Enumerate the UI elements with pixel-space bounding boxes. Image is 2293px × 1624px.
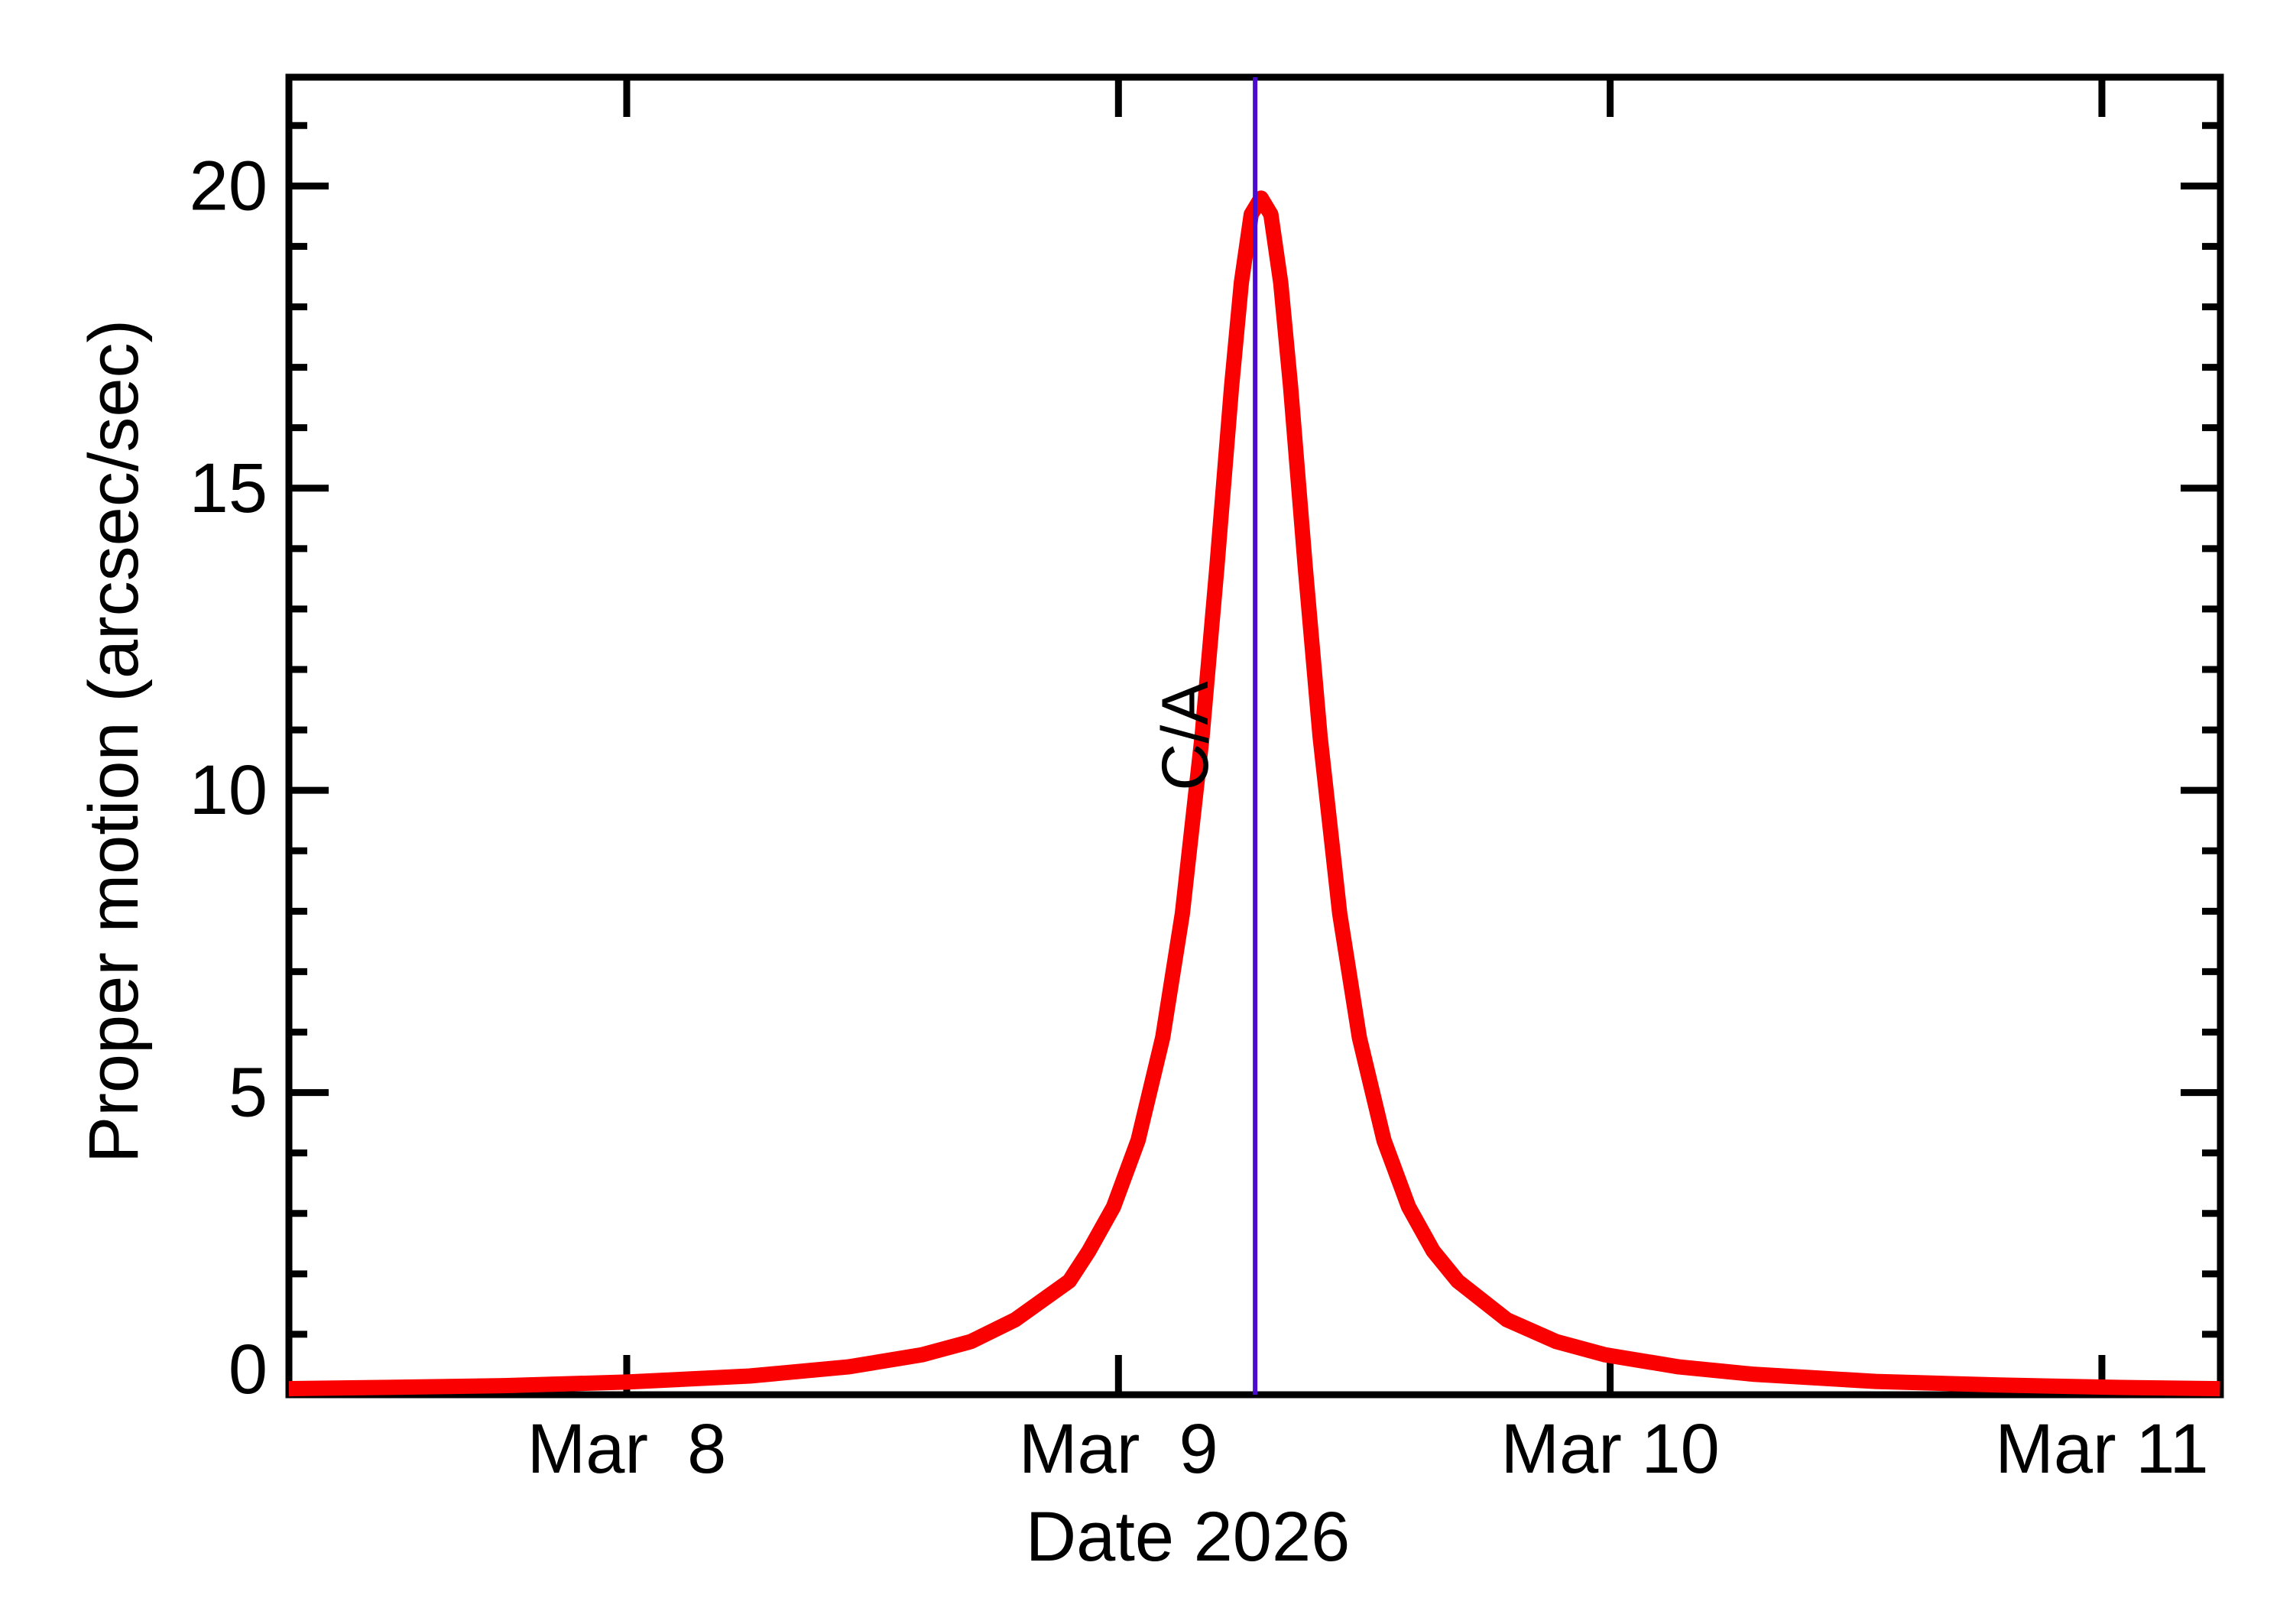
y-tick-label: 10	[190, 751, 268, 829]
y-tick-label: 15	[190, 449, 268, 527]
y-tick-label: 0	[229, 1331, 268, 1408]
y-tick-label: 5	[229, 1054, 268, 1132]
ca-label: C/A	[1149, 681, 1222, 791]
y-axis-title: Proper motion (arcsec/sec)	[75, 319, 153, 1163]
y-tick-label: 20	[190, 147, 268, 225]
x-tick-label: Mar 11	[1995, 1410, 2209, 1488]
x-tick-label: Mar 9	[1019, 1410, 1218, 1488]
closest-approach-marker: C/A	[1149, 77, 1258, 1395]
x-tick-label: Mar 8	[527, 1410, 727, 1488]
proper-motion-curve	[289, 190, 2220, 1397]
x-tick-label: Mar 10	[1500, 1410, 1719, 1488]
x-axis-title: Date 2026	[1026, 1498, 1351, 1576]
tick-labels: Mar 8 Mar 9 Mar 10 Mar 11 0 5 10 15 20	[190, 147, 2209, 1488]
series-curve	[289, 190, 2220, 1397]
